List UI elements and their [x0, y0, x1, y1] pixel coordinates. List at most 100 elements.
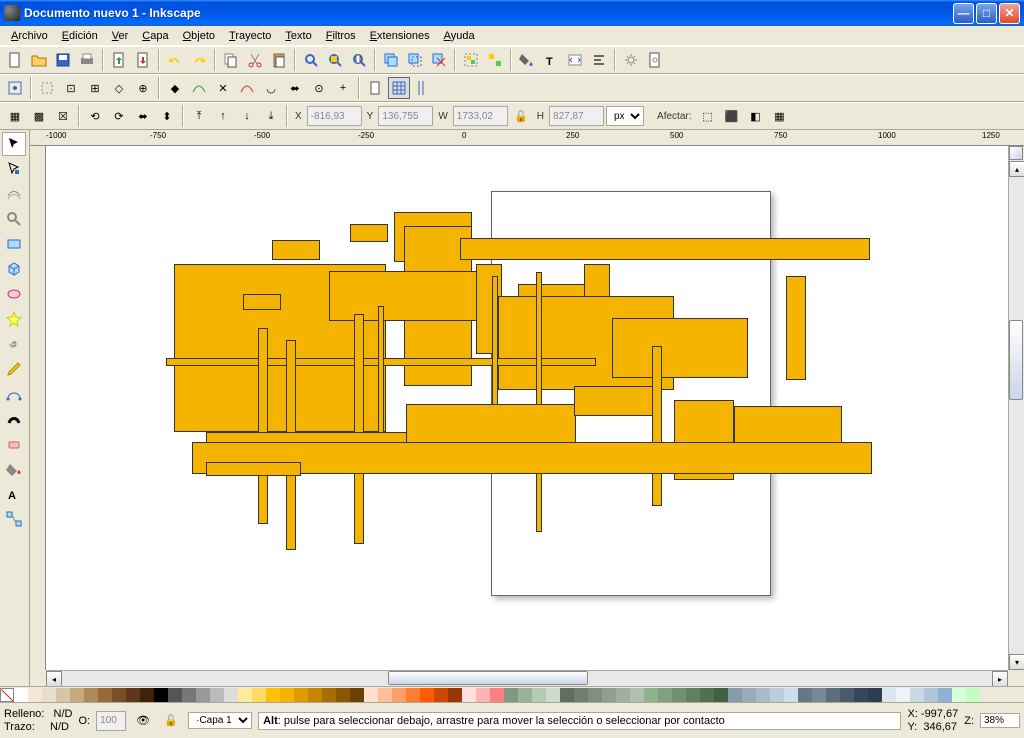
snap-cusp-button[interactable] [236, 77, 258, 99]
color-swatch[interactable] [238, 688, 252, 702]
color-swatch[interactable] [574, 688, 588, 702]
color-swatch[interactable] [378, 688, 392, 702]
menu-extensiones[interactable]: Extensiones [363, 28, 437, 44]
color-swatch[interactable] [756, 688, 770, 702]
horizontal-scrollbar[interactable]: ◂ ▸ [46, 670, 1008, 686]
lower-bottom-button[interactable]: ⤓ [260, 105, 282, 127]
calligraphy-tool[interactable] [2, 407, 26, 431]
color-swatch[interactable] [28, 688, 42, 702]
color-swatch[interactable] [840, 688, 854, 702]
color-swatch[interactable] [644, 688, 658, 702]
snap-bbox-button[interactable] [36, 77, 58, 99]
paintbucket-tool[interactable] [2, 457, 26, 481]
affect-gradient-button[interactable]: ◧ [745, 105, 767, 127]
shape-rect[interactable] [258, 328, 268, 524]
y-input[interactable] [378, 106, 433, 126]
layer-select[interactable]: ·Capa 1 [188, 712, 252, 729]
minimize-button[interactable]: — [953, 3, 974, 24]
affect-pattern-button[interactable]: ▦ [769, 105, 791, 127]
color-swatch[interactable] [546, 688, 560, 702]
shape-rect[interactable] [574, 386, 656, 416]
clone-button[interactable] [404, 49, 426, 71]
zoom-tool[interactable] [2, 207, 26, 231]
snap-center-button[interactable]: ⊙ [308, 77, 330, 99]
color-swatch[interactable] [350, 688, 364, 702]
color-swatch[interactable] [266, 688, 280, 702]
color-swatch[interactable] [882, 688, 896, 702]
flip-h-button[interactable]: ⬌ [132, 105, 154, 127]
redo-button[interactable] [188, 49, 210, 71]
color-swatch[interactable] [210, 688, 224, 702]
color-swatch[interactable] [630, 688, 644, 702]
shape-rect[interactable] [652, 346, 662, 506]
color-swatch[interactable] [868, 688, 882, 702]
flip-v-button[interactable]: ⬍ [156, 105, 178, 127]
snap-bbox-mid-button[interactable]: ◇ [108, 77, 130, 99]
vertical-scrollbar[interactable]: ▴ ▾ [1008, 146, 1024, 670]
color-swatch[interactable] [714, 688, 728, 702]
color-swatch[interactable] [812, 688, 826, 702]
color-swatch[interactable] [196, 688, 210, 702]
layer-lock-icon[interactable]: 🔓 [160, 710, 182, 732]
color-swatch[interactable] [140, 688, 154, 702]
shape-rect[interactable] [354, 314, 364, 544]
menu-ayuda[interactable]: Ayuda [437, 28, 482, 44]
snap-bbox-center-button[interactable]: ⊕ [132, 77, 154, 99]
color-swatch[interactable] [672, 688, 686, 702]
color-swatch[interactable] [924, 688, 938, 702]
color-swatch[interactable] [224, 688, 238, 702]
shape-rect[interactable] [206, 462, 301, 476]
color-swatch[interactable] [98, 688, 112, 702]
color-swatch[interactable] [154, 688, 168, 702]
snap-midpoint-button[interactable]: ⬌ [284, 77, 306, 99]
color-swatch[interactable] [742, 688, 756, 702]
menu-texto[interactable]: Texto [278, 28, 318, 44]
color-swatch[interactable] [686, 688, 700, 702]
zoom-drawing-button[interactable] [324, 49, 346, 71]
group-button[interactable] [460, 49, 482, 71]
new-button[interactable] [4, 49, 26, 71]
text-button[interactable]: T [540, 49, 562, 71]
import-button[interactable] [108, 49, 130, 71]
paste-button[interactable] [268, 49, 290, 71]
selector-tool[interactable] [2, 132, 26, 156]
duplicate-button[interactable] [380, 49, 402, 71]
color-swatch[interactable] [910, 688, 924, 702]
zoom-input[interactable] [980, 713, 1020, 728]
color-swatch[interactable] [56, 688, 70, 702]
color-swatch[interactable] [728, 688, 742, 702]
rotate-cw-button[interactable]: ⟳ [108, 105, 130, 127]
color-swatch[interactable] [532, 688, 546, 702]
opacity-input[interactable] [96, 711, 126, 731]
cut-button[interactable] [244, 49, 266, 71]
rotate-ccw-button[interactable]: ⟲ [84, 105, 106, 127]
eraser-tool[interactable] [2, 432, 26, 456]
pencil-tool[interactable] [2, 357, 26, 381]
affect-stroke-button[interactable]: ⬚ [697, 105, 719, 127]
select-all-layers-button[interactable]: ▩ [28, 105, 50, 127]
vertical-ruler[interactable] [30, 146, 46, 670]
text-tool[interactable]: A [2, 482, 26, 506]
snap-guide-button[interactable] [412, 77, 434, 99]
shape-rect[interactable] [243, 294, 281, 310]
color-swatch[interactable] [616, 688, 630, 702]
close-button[interactable]: ✕ [999, 3, 1020, 24]
color-swatch[interactable] [518, 688, 532, 702]
menu-filtros[interactable]: Filtros [319, 28, 363, 44]
snap-bbox-corner-button[interactable]: ⊞ [84, 77, 106, 99]
snap-smooth-button[interactable]: ◡ [260, 77, 282, 99]
snap-bbox-edge-button[interactable]: ⊡ [60, 77, 82, 99]
tweak-tool[interactable] [2, 182, 26, 206]
deselect-button[interactable]: ☒ [52, 105, 74, 127]
x-input[interactable] [307, 106, 362, 126]
snap-node-button[interactable]: ◆ [164, 77, 186, 99]
color-swatch[interactable] [322, 688, 336, 702]
snap-intersect-button[interactable]: ✕ [212, 77, 234, 99]
color-swatch[interactable] [938, 688, 952, 702]
color-swatch[interactable] [952, 688, 966, 702]
color-swatch[interactable] [798, 688, 812, 702]
color-swatch[interactable] [84, 688, 98, 702]
lower-button[interactable]: ↓ [236, 105, 258, 127]
color-swatch[interactable] [308, 688, 322, 702]
lock-button[interactable]: 🔓 [510, 105, 532, 127]
